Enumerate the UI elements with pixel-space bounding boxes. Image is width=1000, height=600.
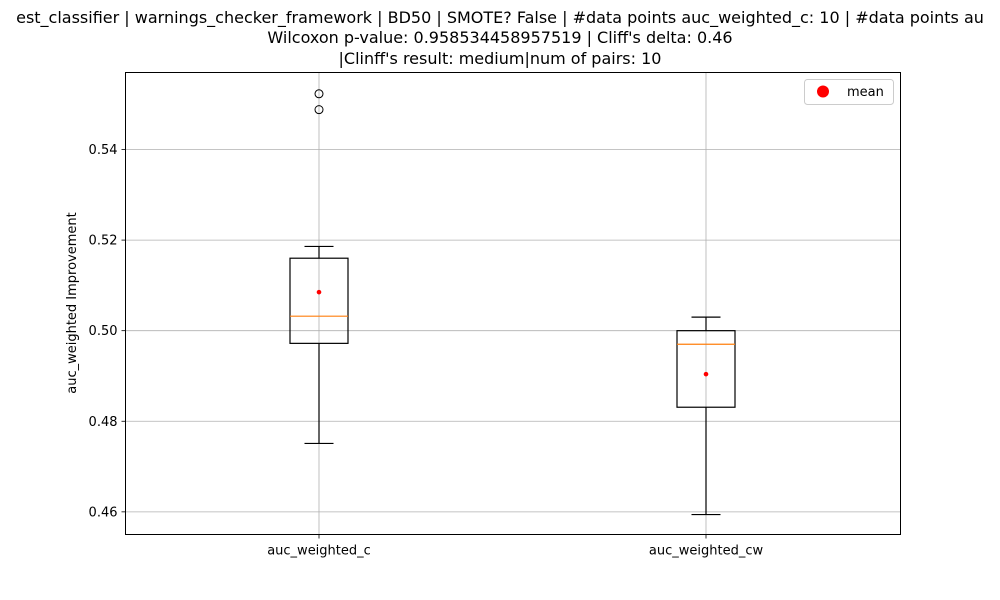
boxes bbox=[290, 90, 735, 515]
legend: mean bbox=[805, 80, 894, 105]
y-tick-label: 0.48 bbox=[89, 415, 118, 430]
x-tick-label: auc_weighted_c bbox=[267, 544, 371, 559]
axis-ticks: 0.46 0.48 0.50 0.52 0.54 auc_weighted_c auc_we… bbox=[89, 143, 764, 559]
y-tick-label: 0.52 bbox=[89, 234, 118, 249]
chart-title-line-3: |Clinff's result: medium|num of pairs: 1… bbox=[339, 49, 662, 68]
y-tick-label: 0.50 bbox=[89, 324, 118, 339]
y-axis-label: auc_weighted Improvement bbox=[65, 212, 80, 394]
chart-title-line-2: Wilcoxon p-value: 0.958534458957519 | Cl… bbox=[267, 28, 732, 47]
x-tick-label: auc_weighted_cw bbox=[649, 544, 764, 559]
chart-title-line-1: est_classifier | warnings_checker_framew… bbox=[16, 8, 984, 28]
y-tick-label: 0.46 bbox=[89, 505, 118, 520]
legend-mean-marker bbox=[817, 86, 829, 98]
legend-mean-label: mean bbox=[847, 85, 884, 100]
y-tick-label: 0.54 bbox=[89, 143, 118, 158]
mean-marker bbox=[317, 290, 322, 295]
grid-lines bbox=[126, 73, 901, 535]
plot-frame bbox=[126, 73, 901, 535]
mean-marker bbox=[704, 372, 709, 377]
